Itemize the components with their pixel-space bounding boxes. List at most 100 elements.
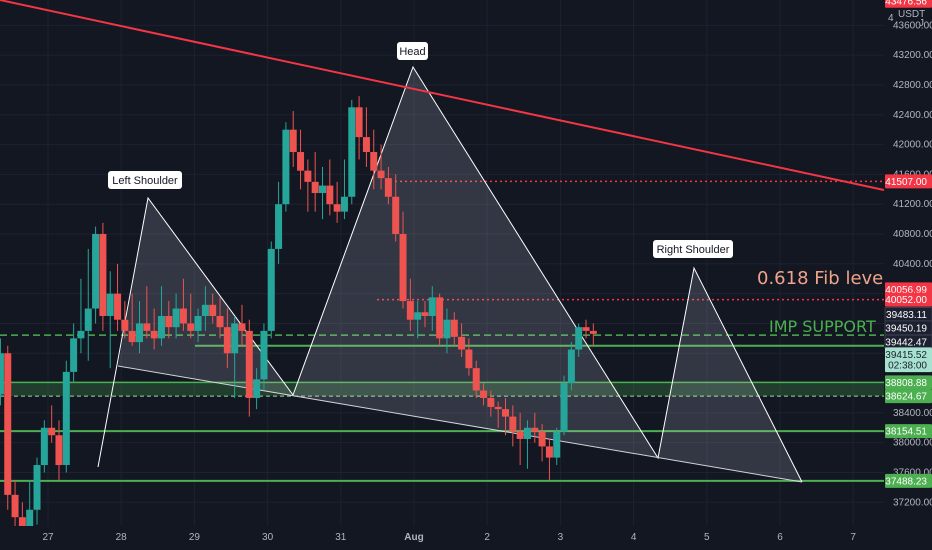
candle-body [62, 371, 70, 466]
candle-body [238, 323, 246, 331]
candle [502, 397, 509, 436]
candle-body [319, 185, 326, 194]
candle-body [253, 379, 261, 398]
candle-body [575, 327, 583, 350]
candle [121, 301, 129, 339]
y-tick-label: 43600.00 [893, 20, 932, 31]
candle [84, 248, 92, 361]
candle [531, 412, 539, 443]
price-tag: 39415.52 [885, 347, 932, 362]
candle-body [55, 435, 63, 466]
candle [106, 271, 114, 369]
candle [465, 338, 473, 376]
price-tag: 39450.19 [884, 320, 932, 336]
candle-body [553, 431, 561, 458]
candle [62, 360, 70, 473]
candle-body [297, 152, 305, 171]
y-tick-label: 40800.00 [893, 229, 932, 240]
candle [282, 122, 290, 212]
y-tick-label: 42800.00 [893, 80, 932, 91]
candle-body [150, 330, 158, 339]
candle-body [538, 431, 546, 447]
candle-body [216, 315, 224, 328]
candle-body [311, 181, 319, 194]
candle-body [523, 427, 531, 439]
candle [187, 293, 195, 339]
candle [231, 315, 239, 398]
y-tick-label: 43200.00 [893, 50, 932, 61]
time-axis[interactable]: 27 28 29 30 31 Aug 2 3 4 5 6 7 [0, 526, 932, 550]
candle-body [223, 327, 231, 354]
candle [216, 297, 224, 339]
candle [114, 263, 122, 331]
neckline [117, 365, 803, 483]
candle [172, 293, 180, 339]
x-tick-label: 5 [704, 532, 710, 543]
candle-body [128, 330, 136, 343]
x-tick-label: 3 [558, 532, 564, 543]
candle [128, 293, 136, 346]
candle-body [289, 129, 297, 153]
candle [326, 159, 334, 216]
y-tick-label: 41200.00 [893, 199, 932, 210]
candle-body [194, 315, 202, 331]
price-axis[interactable]: 36800.0037200.0037600.0038000.0038400.00… [884, 0, 932, 550]
x-tick-label: Aug [404, 532, 423, 543]
candle-body [209, 304, 217, 316]
candle [223, 308, 231, 369]
currency-caret-text: J [919, 18, 924, 29]
candle [77, 278, 85, 354]
y-tick-label: 38400.00 [893, 408, 932, 419]
candle [480, 383, 488, 406]
candle-body [165, 315, 173, 328]
head-label-text: Head [399, 46, 425, 58]
candle-body [92, 234, 100, 309]
candle-body [121, 319, 129, 331]
price-tag: 02:38:00 [885, 358, 932, 373]
price-tag: 37488.23 [885, 473, 932, 488]
candle-body [384, 178, 392, 197]
candle-body [77, 330, 85, 339]
candle [436, 293, 444, 346]
candle [560, 375, 568, 436]
x-tick-label: 31 [335, 532, 347, 543]
candle [55, 420, 63, 480]
candle-body [582, 327, 590, 331]
candle-body [560, 383, 568, 432]
candle-body [18, 517, 26, 531]
x-tick-label: 6 [777, 532, 783, 543]
candle-body [179, 308, 187, 324]
candle-body [143, 323, 151, 331]
candle [40, 420, 48, 473]
candle [567, 342, 575, 391]
candle [472, 360, 480, 398]
right-shoulder-label-box [653, 240, 733, 258]
candle [165, 301, 173, 339]
candle-body [443, 319, 451, 339]
price-tag-text: 39442.47 [885, 338, 927, 349]
descending-trendline [0, 0, 885, 191]
candle-body [33, 465, 41, 510]
candle-body [589, 330, 597, 334]
x-tick-label: 27 [42, 532, 54, 543]
candle-body [99, 234, 107, 316]
demand-zone [0, 382, 884, 397]
price-tag-box [885, 375, 932, 390]
candle-body [48, 427, 56, 436]
candle [201, 286, 209, 331]
candle [553, 427, 561, 466]
y-tick-label: 40400.00 [893, 259, 932, 270]
price-tag-text: 41507.00 [885, 177, 927, 188]
candle-body [392, 196, 400, 235]
candle-body [136, 323, 143, 343]
candle-body [362, 137, 370, 153]
candle [194, 308, 202, 343]
candle-body [494, 406, 502, 410]
price-axis-background [884, 0, 932, 550]
candle-body [421, 312, 429, 316]
candle-body [267, 248, 275, 331]
candle [384, 166, 392, 205]
candle [575, 323, 583, 357]
candle-body [84, 308, 92, 331]
